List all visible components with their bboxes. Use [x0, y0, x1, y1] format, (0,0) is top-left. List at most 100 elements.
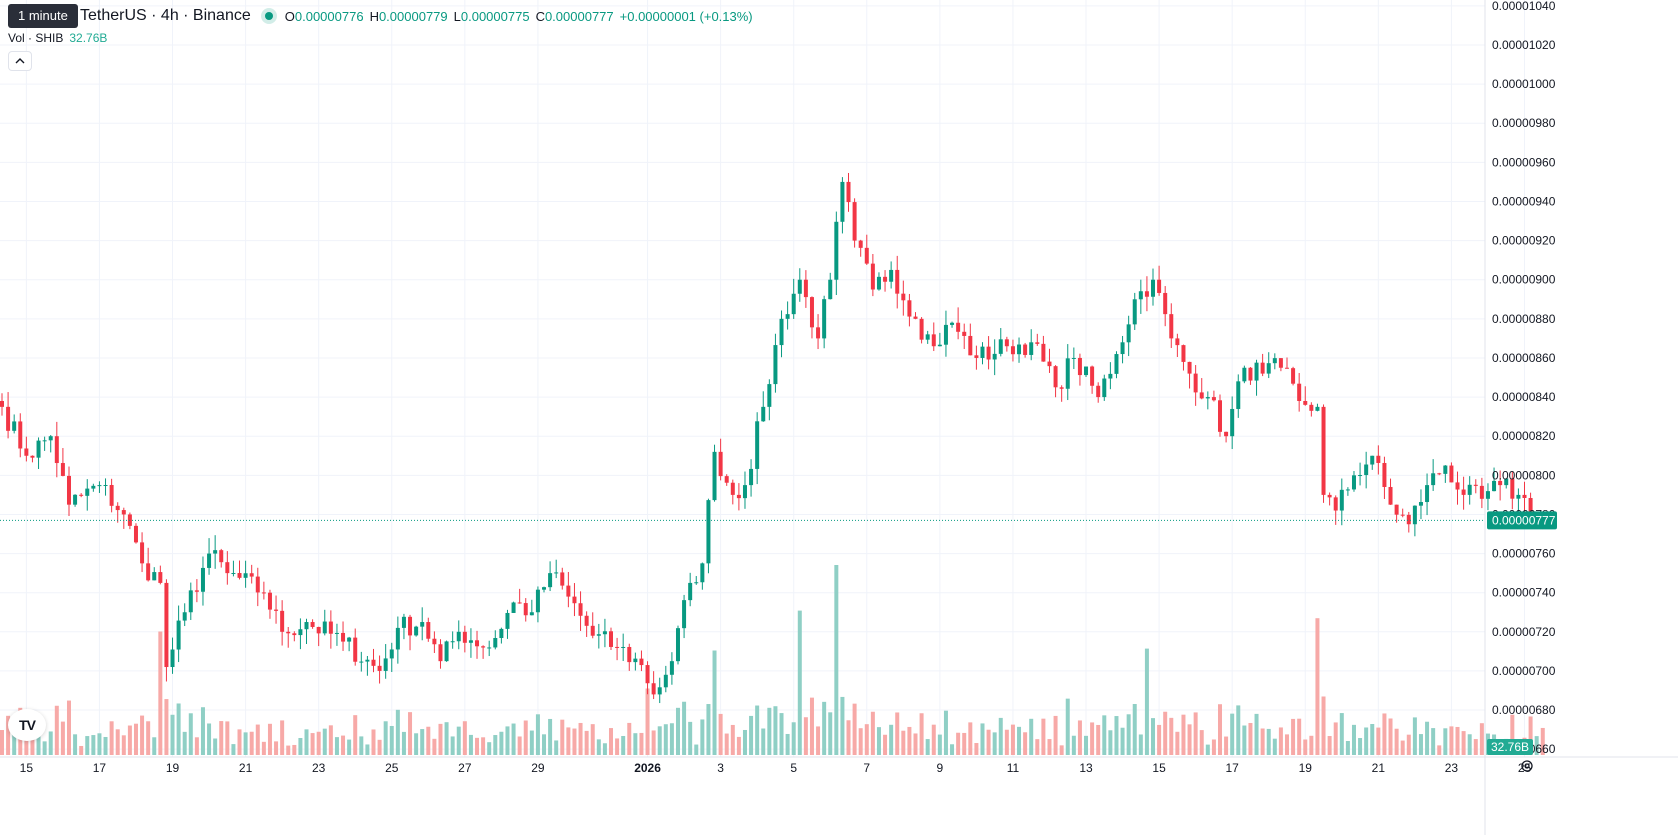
volume-bar — [1138, 734, 1143, 755]
candle-body — [755, 421, 760, 469]
candle-body — [1327, 494, 1332, 498]
candle-body — [73, 494, 78, 505]
volume-legend[interactable]: Vol · SHIB 32.76B — [8, 31, 107, 45]
candle-body — [462, 631, 467, 643]
candle-body — [1315, 406, 1320, 411]
volume-bar — [322, 728, 327, 755]
volume-bar — [724, 733, 729, 755]
price-tick-label: 0.00000960 — [1492, 155, 1556, 169]
volume-bar — [809, 697, 814, 755]
candle-body — [1084, 366, 1089, 376]
candle-body — [267, 592, 272, 610]
candle-body — [225, 562, 230, 574]
volume-bar — [919, 713, 924, 755]
candle-body — [712, 451, 717, 501]
volume-bar — [700, 719, 705, 755]
candle-body — [578, 603, 583, 616]
volume-bar — [1041, 718, 1046, 755]
volume-bar — [91, 735, 96, 755]
volume-bar — [12, 727, 17, 755]
time-axis[interactable]: 15 17 19 21 23 25 27 29 2026 3 5 7 9 11 13 15 17 19 21 23 25 — [0, 756, 1678, 775]
volume-bar — [310, 733, 315, 755]
volume-bar — [36, 722, 41, 755]
volume-bar — [48, 731, 53, 755]
candle-body — [913, 316, 918, 319]
price-tick-label: 0.00000700 — [1492, 664, 1556, 678]
volume-bar — [1132, 703, 1137, 755]
candle-body — [1278, 358, 1283, 368]
candle-body — [688, 582, 693, 601]
volume-bar — [219, 721, 224, 755]
volume-bar — [292, 744, 297, 755]
candle-body — [931, 334, 936, 347]
gear-icon[interactable] — [1518, 757, 1536, 775]
candle-body — [261, 592, 266, 594]
volume-bar — [353, 715, 358, 755]
volume-bar — [1370, 724, 1375, 755]
volume-bar — [499, 731, 504, 755]
volume-bar — [1126, 714, 1131, 755]
volume-bar — [79, 745, 84, 755]
candle-body — [535, 589, 540, 613]
candle-body — [609, 631, 613, 647]
candle-body — [1504, 478, 1509, 486]
candle-body — [1090, 366, 1095, 386]
volume-bar — [998, 717, 1003, 755]
volume-bar — [1010, 724, 1015, 755]
volume-bar — [925, 739, 930, 755]
volume-bar — [389, 725, 394, 755]
volume-label: Vol · SHIB — [8, 31, 64, 45]
candle-body — [1163, 292, 1168, 315]
volume-bar — [1260, 728, 1265, 755]
market-status-icon[interactable] — [264, 12, 273, 20]
candle-body — [1443, 465, 1448, 474]
candle-body — [1157, 279, 1162, 293]
tradingview-logo-icon[interactable]: TV — [8, 709, 46, 741]
volume-bar — [1181, 714, 1186, 755]
candle-body — [97, 485, 102, 487]
candle-body — [1230, 408, 1235, 437]
candle-body — [1418, 502, 1423, 506]
volume-bar — [359, 736, 364, 755]
volume-bar — [1193, 712, 1198, 755]
volume-bar — [1187, 724, 1192, 755]
candle-body — [1266, 363, 1271, 374]
candle-body — [1309, 404, 1314, 411]
candle-body — [432, 638, 437, 645]
candle-body — [937, 344, 942, 347]
price-tick-label: 0.00000900 — [1492, 273, 1556, 287]
candle-body — [773, 345, 778, 385]
volume-bar — [188, 713, 193, 755]
candle-body — [1151, 279, 1156, 297]
chevron-up-icon[interactable] — [8, 51, 32, 71]
volume-bar — [395, 709, 400, 755]
volume-bar — [791, 722, 796, 755]
candle-body — [1029, 342, 1034, 355]
volume-bar — [54, 705, 59, 755]
volume-bar — [1090, 722, 1095, 755]
volume-bar — [980, 723, 985, 755]
volume-bar — [572, 728, 577, 755]
symbol-title[interactable]: TetherUS · 4h · Binance — [80, 7, 251, 24]
candle-body — [663, 674, 668, 688]
volume-bar — [280, 720, 285, 755]
volume-bar — [913, 733, 918, 755]
volume-bar — [1358, 738, 1363, 755]
volume-bar — [30, 737, 35, 755]
price-tick-label: 0.00000680 — [1492, 703, 1556, 717]
candle-body — [1516, 494, 1521, 499]
volume-bar — [828, 712, 833, 755]
candle-body — [542, 587, 547, 590]
candle-body — [1132, 299, 1137, 325]
candle-body — [980, 346, 985, 358]
volume-bar — [1382, 713, 1387, 755]
price-axis[interactable]: 0.00001040 0.00001020 0.00001000 0.00000980… — [1484, 0, 1556, 835]
candle-body — [1339, 489, 1344, 511]
volume-bar — [889, 724, 894, 755]
volume-bar — [1461, 731, 1466, 755]
volume-bar — [590, 724, 595, 755]
candle-body — [1394, 504, 1399, 515]
candle-body — [1065, 358, 1070, 389]
volume-bar — [1394, 728, 1399, 755]
